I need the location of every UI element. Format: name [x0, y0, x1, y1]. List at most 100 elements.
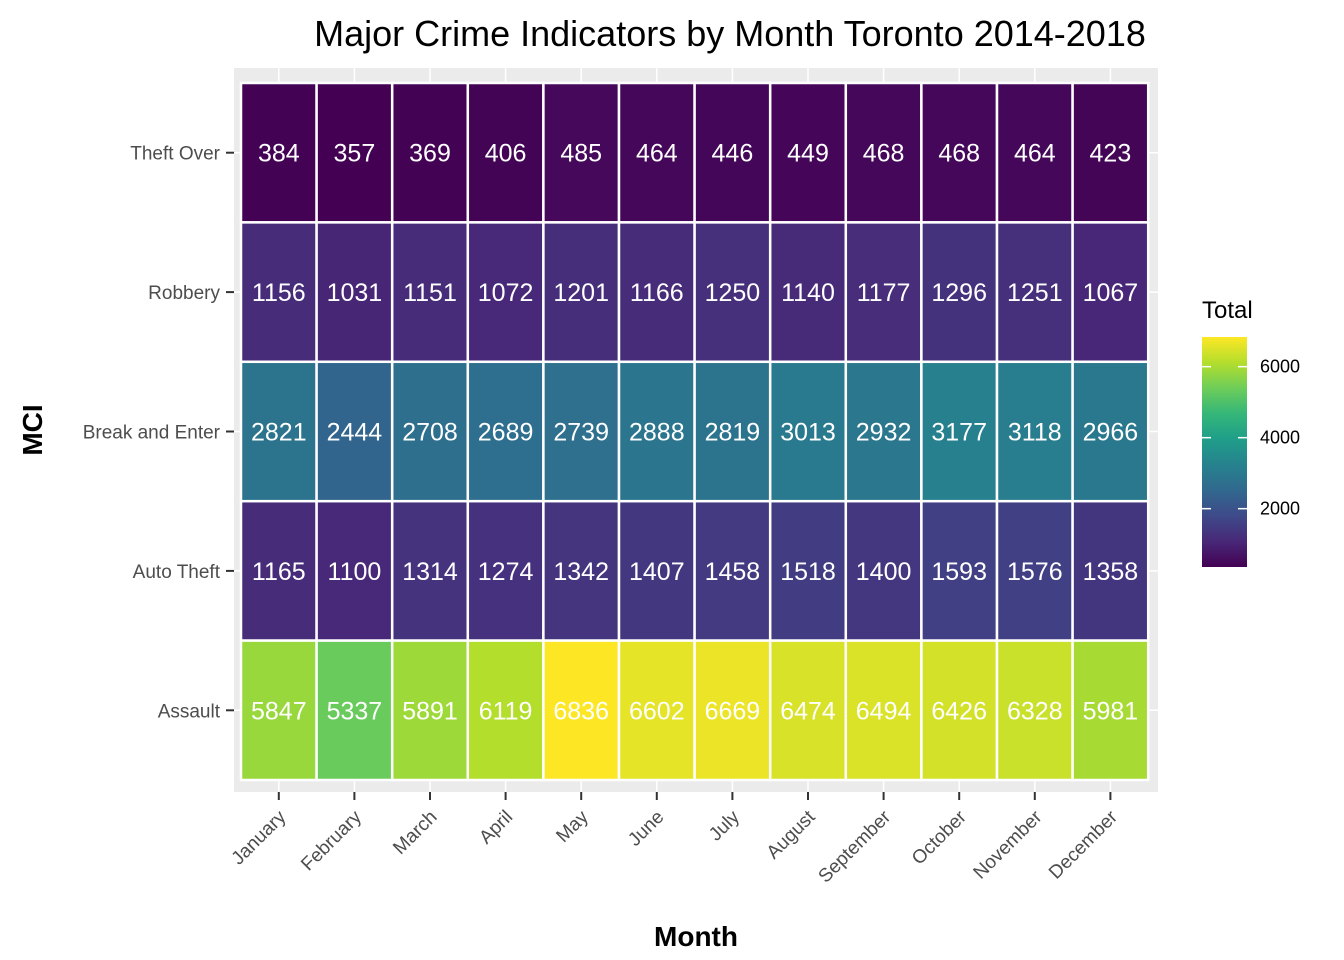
cell-value-label: 1400 — [856, 558, 912, 586]
chart-title: Major Crime Indicators by Month Toronto … — [314, 13, 1146, 54]
x-tick-label: April — [475, 807, 517, 849]
heatmap-cell — [617, 499, 696, 642]
cell-value-label: 1166 — [630, 279, 684, 307]
y-axis: Theft Over Robbery Break and Enter Auto The… — [83, 144, 234, 722]
cell-value-label: 1358 — [1083, 558, 1139, 586]
cell-value-label: 2689 — [478, 419, 534, 447]
cell-value-label: 485 — [560, 140, 602, 168]
cell-value-label: 2708 — [402, 419, 458, 447]
heatmap-cell — [617, 360, 696, 503]
cell-value-label: 2819 — [705, 419, 761, 447]
x-tick-label: May — [552, 806, 593, 847]
legend-title: Total — [1202, 297, 1253, 324]
cell-value-label: 6669 — [705, 697, 761, 725]
heatmap-cell — [1071, 221, 1150, 364]
cell-value-label: 1576 — [1007, 558, 1063, 586]
heatmap-cell — [390, 360, 470, 503]
y-tick-label: Robbery — [148, 283, 220, 304]
cell-value-label: 5981 — [1083, 697, 1139, 725]
cell-value-label: 1031 — [327, 279, 383, 307]
heatmap-cell — [542, 639, 621, 782]
heatmap-cell — [390, 499, 470, 642]
heatmap-cell — [466, 639, 545, 782]
cell-value-label: 1151 — [403, 279, 457, 307]
heatmap-cell — [1071, 81, 1150, 224]
cell-value-label: 1342 — [553, 558, 609, 586]
cell-value-label: 1072 — [478, 279, 534, 307]
cell-value-label: 1407 — [629, 558, 685, 586]
x-tick-label: March — [389, 807, 441, 859]
x-tick-label: January — [228, 806, 291, 869]
heatmap-cell — [315, 81, 394, 224]
cell-value-label: 406 — [485, 140, 527, 168]
heatmap-cell — [920, 360, 999, 503]
cell-value-label: 1100 — [328, 558, 382, 586]
cell-value-label: 1067 — [1083, 279, 1139, 307]
cell-value-label: 1201 — [553, 279, 609, 307]
cell-value-label: 6836 — [553, 697, 609, 725]
x-axis-title: Month — [654, 921, 738, 952]
cell-value-label: 1250 — [705, 279, 761, 307]
cell-value-label: 1518 — [780, 558, 836, 586]
cell-value-label: 2739 — [553, 419, 609, 447]
heatmap-cell — [920, 639, 999, 782]
cell-value-label: 5847 — [251, 697, 307, 725]
heatmap-cell — [315, 499, 394, 642]
x-axis: January February March April May June July Augu… — [228, 792, 1122, 887]
cell-value-label: 357 — [334, 140, 376, 168]
cell-value-label: 6474 — [780, 697, 836, 725]
cell-value-label: 2444 — [327, 419, 383, 447]
cell-value-label: 1165 — [252, 558, 306, 586]
heatmap-cell — [844, 639, 923, 782]
color-legend: Total 2000 4000 6000 — [1202, 297, 1300, 567]
legend-tick-label: 2000 — [1260, 499, 1300, 519]
cell-value-label: 1593 — [931, 558, 987, 586]
heatmap-cell — [768, 81, 848, 224]
y-tick-label: Assault — [158, 701, 221, 722]
cell-value-label: 1314 — [402, 558, 458, 586]
cell-value-label: 5891 — [402, 697, 458, 725]
cell-value-label: 384 — [258, 140, 300, 168]
x-tick-label: October — [908, 806, 971, 869]
cell-value-label: 6328 — [1007, 697, 1063, 725]
x-tick-label: August — [763, 806, 820, 863]
y-tick-label: Theft Over — [130, 144, 220, 165]
cell-value-label: 6494 — [856, 697, 912, 725]
cell-value-label: 464 — [636, 140, 678, 168]
heatmap-cell — [390, 639, 470, 782]
y-tick-label: Break and Enter — [83, 423, 221, 444]
cell-value-label: 2966 — [1083, 419, 1139, 447]
cell-value-label: 2932 — [856, 419, 912, 447]
cell-value-label: 369 — [409, 140, 451, 168]
cell-value-label: 1274 — [478, 558, 534, 586]
cell-value-label: 6602 — [629, 697, 685, 725]
cell-value-label: 1458 — [705, 558, 761, 586]
y-tick-label: Auto Theft — [133, 562, 221, 583]
heatmap-cell — [466, 221, 545, 364]
cell-value-label: 1296 — [931, 279, 987, 307]
legend-colorbar — [1202, 337, 1247, 567]
heatmap-cell — [920, 499, 999, 642]
legend-tick-label: 6000 — [1260, 357, 1300, 377]
heatmap-cell — [920, 81, 999, 224]
heatmap-cell — [315, 639, 394, 782]
x-tick-label: February — [297, 806, 366, 875]
x-tick-label: December — [1045, 806, 1122, 883]
cell-value-label: 3013 — [780, 419, 836, 447]
heatmap-cell — [239, 360, 318, 503]
cell-value-label: 1251 — [1007, 279, 1063, 307]
heatmap-cell — [768, 221, 848, 364]
heatmap-cell — [995, 81, 1074, 224]
heatmap-cell — [1071, 639, 1150, 782]
heatmap-cell — [315, 221, 394, 364]
heatmap-cell — [542, 360, 621, 503]
x-tick-label: September — [815, 806, 896, 887]
cell-value-label: 6119 — [479, 697, 533, 725]
cell-value-label: 6426 — [931, 697, 987, 725]
heatmap-cell — [617, 221, 696, 364]
cell-value-label: 1156 — [252, 279, 306, 307]
cell-value-label: 468 — [863, 140, 905, 168]
legend-tick-label: 4000 — [1260, 428, 1300, 448]
